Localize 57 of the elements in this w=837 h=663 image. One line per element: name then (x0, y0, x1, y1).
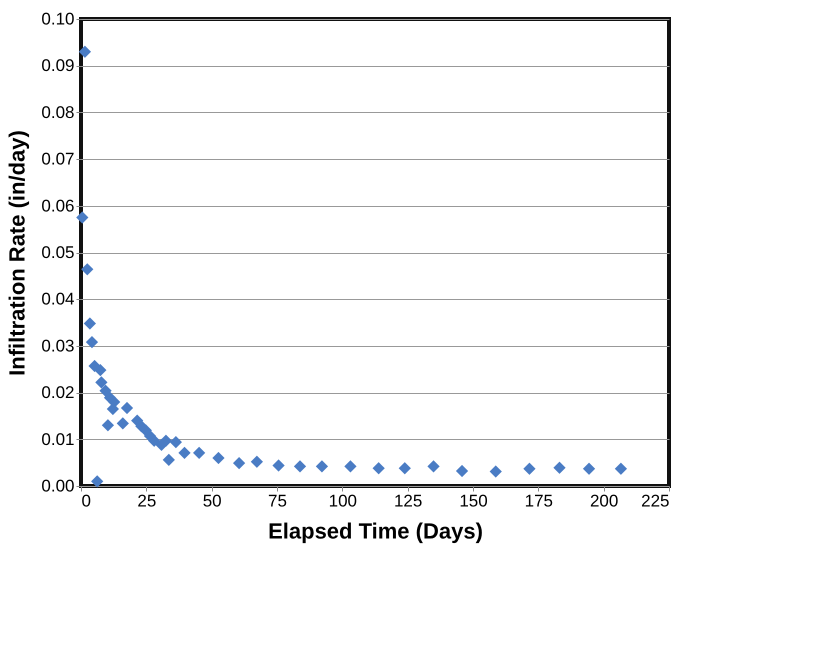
point (178, 446, 191, 459)
point (232, 456, 246, 470)
x-tick-label: 125 (394, 492, 422, 510)
point (116, 417, 129, 430)
point (76, 211, 88, 224)
point (523, 462, 536, 475)
point (170, 436, 182, 448)
x-tick-label: 225 (641, 492, 670, 510)
point (398, 462, 411, 474)
point (553, 462, 566, 474)
point (212, 452, 225, 464)
y-tick-label: 0.00 (41, 476, 74, 496)
point (372, 462, 385, 474)
y-tick-label: 0.10 (41, 10, 74, 28)
x-tick-label: 25 (137, 492, 156, 510)
point (193, 446, 206, 459)
point (344, 460, 357, 473)
y-tick-label: 0.01 (41, 430, 74, 449)
point (456, 464, 468, 478)
y-axis-title: Infiltration Rate (in/day) (4, 130, 30, 376)
point (78, 46, 92, 58)
y-tick-label: 0.02 (41, 383, 74, 402)
x-tick-label: 200 (590, 492, 618, 510)
point (582, 462, 596, 475)
point (99, 384, 112, 397)
y-tick-label: 0.08 (41, 102, 74, 122)
x-tick-label: 0 (82, 492, 91, 510)
y-tick-label: 0.06 (41, 196, 74, 216)
x-tick-label: 150 (459, 492, 488, 510)
point (272, 459, 285, 472)
point (162, 454, 175, 466)
point (614, 462, 628, 475)
x-tick-label: 75 (268, 492, 287, 510)
x-axis-title: Elapsed Time (Days) (268, 518, 483, 544)
point (250, 456, 263, 468)
point (95, 376, 108, 388)
x-tick-label: 50 (202, 492, 222, 510)
point (148, 434, 160, 447)
x-tick-label: 175 (524, 492, 554, 510)
point (294, 460, 306, 473)
point (102, 419, 114, 432)
point (94, 364, 106, 376)
point (84, 317, 96, 330)
y-tick-label: 0.05 (41, 243, 74, 262)
point (490, 465, 502, 478)
point (160, 434, 172, 447)
point (427, 460, 440, 473)
x-tick-label: 100 (328, 492, 358, 510)
y-tick-label: 0.09 (41, 56, 74, 76)
point (86, 336, 98, 348)
y-tick-label: 0.03 (41, 336, 74, 356)
point (316, 460, 328, 473)
point (91, 475, 104, 488)
point (81, 263, 94, 276)
y-tick-label: 0.04 (41, 290, 74, 309)
point (120, 402, 134, 414)
y-tick-label: 0.07 (41, 150, 74, 169)
